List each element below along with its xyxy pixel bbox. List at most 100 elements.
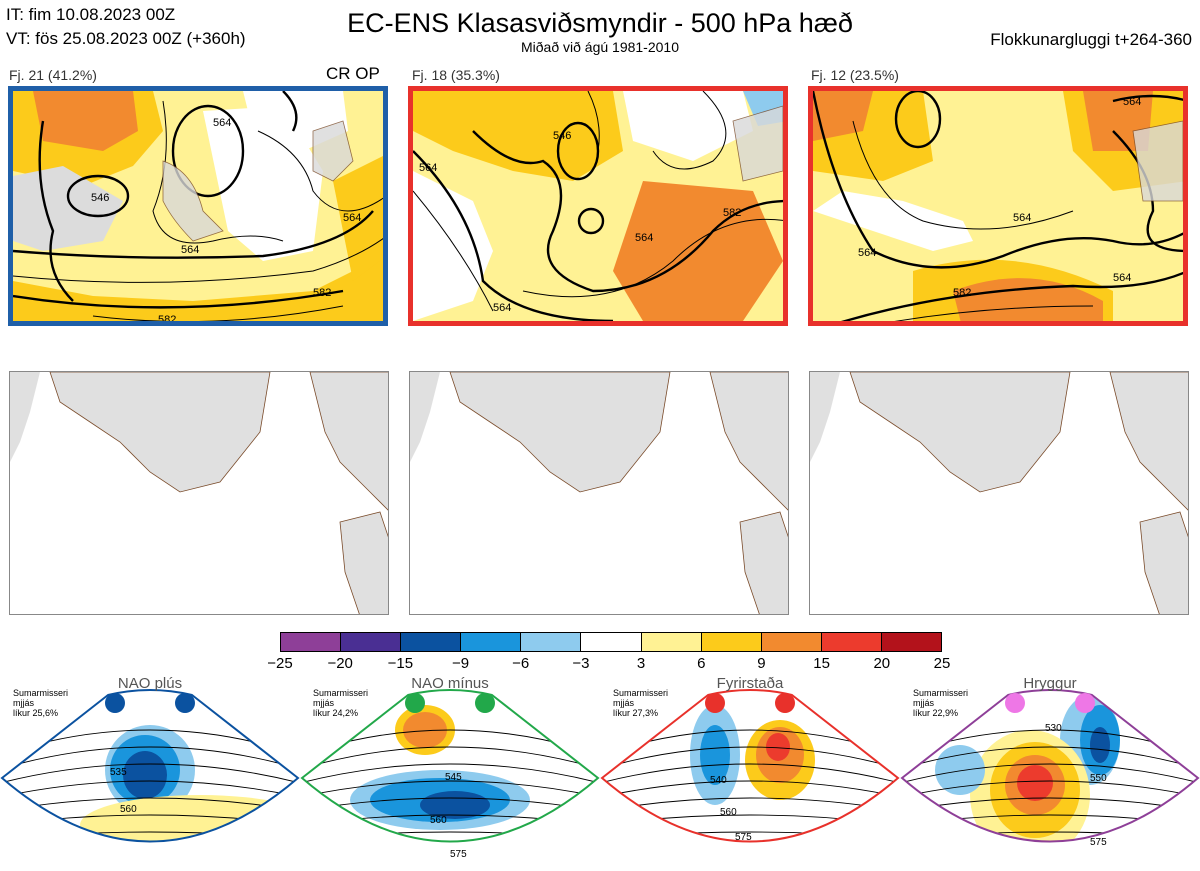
regime-frame xyxy=(0,689,300,843)
geopotential-contour xyxy=(902,780,1198,798)
geopotential-contour xyxy=(2,746,298,770)
geopotential-contour xyxy=(900,849,1200,853)
contour-label: 540 xyxy=(710,775,727,786)
contour-label: 564 xyxy=(419,162,437,174)
contour-label: 564 xyxy=(635,232,653,244)
regime-marker-dot xyxy=(105,693,125,713)
cluster-2-map: 546 564 564 564 582 582 xyxy=(408,86,788,326)
regime-map: 530 550 575 xyxy=(900,689,1200,867)
regime-info-season: Sumarmisseri xyxy=(913,688,969,698)
colorbar-segment xyxy=(521,633,582,651)
regime-info-measure: mjjás xyxy=(913,698,935,708)
page-subtitle: Miðað við ágú 1981-2010 xyxy=(520,39,679,55)
regime-marker-dot xyxy=(175,693,195,713)
regime-info-likelihood: líkur 25,6% xyxy=(13,708,59,718)
initial-time: IT: fim 10.08.2023 00Z xyxy=(6,5,176,24)
geopotential-contour xyxy=(600,866,900,867)
anomaly-blob xyxy=(1090,727,1110,763)
regime-frame xyxy=(900,689,1200,843)
regime-marker-dot xyxy=(1075,693,1095,713)
contour-label: 564 xyxy=(1113,272,1131,284)
contour-label: 582 xyxy=(953,287,971,299)
colorbar-tick-label: −20 xyxy=(327,655,353,672)
contour-label: 560 xyxy=(720,807,737,818)
regime-panel: 535 560 NAO plús Sumarmisseri mjjás líkur 25,… xyxy=(0,675,300,871)
colorbar-segment xyxy=(281,633,342,651)
anomaly-map-2 xyxy=(409,371,789,615)
contour-label: 564 xyxy=(213,117,231,129)
geopotential-contour xyxy=(0,849,300,853)
regime-info-likelihood: líkur 22,9% xyxy=(913,708,959,718)
contour-label: 545 xyxy=(445,772,462,783)
geopotential-contour xyxy=(602,763,898,784)
colorbar-tick-label: −6 xyxy=(512,655,530,672)
contour-label: 560 xyxy=(430,815,447,826)
geopotential-contour xyxy=(302,763,598,784)
contour-label: 564 xyxy=(1123,96,1141,108)
anomaly-colorbar xyxy=(280,632,942,652)
contour-label: 575 xyxy=(450,849,467,860)
colorbar-tick-label: 15 xyxy=(813,655,830,672)
regime-title: Hryggur xyxy=(1023,675,1077,692)
contour-label: 582 xyxy=(613,320,631,326)
cluster-1-label: Fj. 21 (41.2%) xyxy=(9,67,97,83)
geopotential-contour xyxy=(900,866,1200,867)
colorbar-tick-label: −3 xyxy=(572,655,590,672)
regime-info-measure: mjjás xyxy=(313,698,335,708)
contour-label: 564 xyxy=(181,244,199,256)
regime-title: NAO mínus xyxy=(411,675,489,692)
regime-map: 535 560 xyxy=(0,689,300,867)
contour-label: 535 xyxy=(110,767,127,778)
regime-info-season: Sumarmisseri xyxy=(313,688,369,698)
anomaly-blob xyxy=(123,751,167,799)
contour-label: 575 xyxy=(735,832,752,843)
cluster-3-label: Fj. 12 (23.5%) xyxy=(811,67,899,83)
contour-label: 582 xyxy=(313,287,331,299)
regime-frame xyxy=(300,689,600,843)
geopotential-contour xyxy=(602,746,898,770)
geopotential-contour xyxy=(902,763,1198,784)
colorbar-tick-label: 20 xyxy=(873,655,891,672)
regime-info-likelihood: líkur 24,2% xyxy=(313,708,359,718)
regime-panel: 545 560 575 NAO mínus Sumarmisseri mjjás líkur… xyxy=(300,675,600,871)
colorbar-segment xyxy=(821,633,882,651)
classification-window-label: Flokkunargluggi t+264-360 xyxy=(990,30,1192,49)
geopotential-contour xyxy=(602,780,898,798)
regime-info-season: Sumarmisseri xyxy=(613,688,669,698)
regime-title: Fyrirstaða xyxy=(716,675,784,692)
regime-info-likelihood: líkur 27,3% xyxy=(613,708,659,718)
contour-label: 575 xyxy=(1090,837,1107,848)
colorbar-tick-label: 6 xyxy=(697,655,706,672)
colorbar-tick-label: −9 xyxy=(451,655,470,672)
geopotential-contour xyxy=(302,780,598,798)
control-run-marker: CR OP xyxy=(326,64,380,83)
regime-marker-dot xyxy=(775,693,795,713)
anomaly-blob xyxy=(766,733,790,761)
colorbar-segment xyxy=(641,633,702,651)
regime-info: Sumarmisseri mjjás líkur 25,6% xyxy=(13,688,68,718)
anomaly-map-3 xyxy=(809,371,1189,615)
contour-label: 564 xyxy=(858,247,876,259)
regime-panel: 540 560 575 Fyrirstaða Sumarmisseri mjjás líku… xyxy=(600,675,900,871)
valid-time: VT: fös 25.08.2023 00Z (+360h) xyxy=(6,29,246,48)
geopotential-contour xyxy=(300,866,600,867)
colorbar-segment xyxy=(881,633,942,651)
regime-info-measure: mjjás xyxy=(613,698,635,708)
regime-marker-dot xyxy=(1005,693,1025,713)
contour-label: 582 xyxy=(723,207,741,219)
contour-label: 564 xyxy=(493,302,511,314)
regime-frame xyxy=(600,689,900,843)
contour-label: 564 xyxy=(1013,212,1031,224)
regime-info: Sumarmisseri mjjás líkur 22,9% xyxy=(913,688,968,718)
colorbar-segment xyxy=(401,633,462,651)
geopotential-contour xyxy=(902,746,1198,770)
regime-info-season: Sumarmisseri xyxy=(13,688,69,698)
geopotential-contour xyxy=(2,763,298,784)
geopotential-contour xyxy=(0,866,300,867)
anomaly-blob xyxy=(403,712,447,748)
contour-label: 564 xyxy=(343,212,361,224)
regime-info-measure: mjjás xyxy=(13,698,35,708)
cluster-2-label: Fj. 18 (35.3%) xyxy=(412,67,500,83)
contour-label: 530 xyxy=(1045,723,1062,734)
colorbar-segment xyxy=(581,633,642,651)
